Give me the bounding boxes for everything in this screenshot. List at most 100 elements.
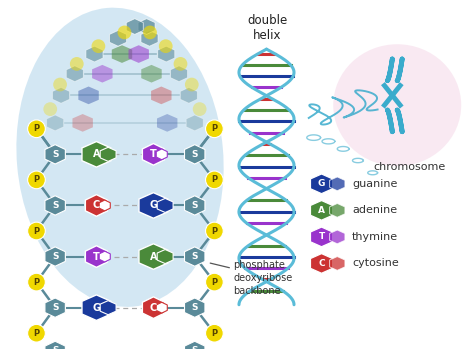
Polygon shape [142, 297, 164, 318]
Circle shape [173, 57, 187, 71]
Polygon shape [184, 247, 205, 266]
Text: S: S [52, 201, 58, 210]
Polygon shape [157, 198, 173, 213]
Polygon shape [310, 174, 333, 193]
Text: P: P [211, 278, 218, 286]
Polygon shape [139, 244, 168, 269]
Circle shape [27, 171, 46, 189]
Polygon shape [186, 115, 203, 131]
Polygon shape [157, 250, 173, 264]
Text: S: S [191, 346, 198, 355]
Text: P: P [211, 124, 218, 133]
Circle shape [27, 324, 46, 342]
Text: cytosine: cytosine [352, 258, 399, 268]
Text: S: S [191, 201, 198, 210]
Polygon shape [142, 143, 164, 165]
Polygon shape [141, 65, 162, 83]
Text: thymine: thymine [352, 232, 398, 242]
Text: adenine: adenine [352, 205, 397, 215]
Circle shape [159, 39, 173, 53]
Text: P: P [33, 124, 39, 133]
Polygon shape [92, 65, 112, 83]
Polygon shape [310, 227, 333, 247]
Circle shape [206, 324, 223, 342]
Circle shape [206, 120, 223, 138]
Polygon shape [329, 203, 345, 217]
Polygon shape [112, 45, 132, 63]
Polygon shape [45, 341, 65, 355]
Text: guanine: guanine [352, 179, 397, 189]
Polygon shape [171, 66, 188, 82]
Text: S: S [191, 303, 198, 312]
Polygon shape [46, 115, 64, 131]
Polygon shape [329, 230, 345, 244]
Polygon shape [158, 46, 175, 62]
Circle shape [27, 222, 46, 240]
Text: A: A [318, 206, 325, 215]
Polygon shape [45, 196, 65, 215]
Polygon shape [82, 142, 111, 167]
Text: G: G [149, 201, 157, 211]
Circle shape [27, 273, 46, 291]
Text: phosphate
deoxyribose
backbone: phosphate deoxyribose backbone [233, 260, 292, 296]
Circle shape [206, 171, 223, 189]
Circle shape [53, 78, 67, 92]
Circle shape [206, 222, 223, 240]
Circle shape [193, 102, 207, 116]
Text: P: P [33, 226, 39, 235]
Polygon shape [109, 31, 127, 46]
Text: G: G [318, 179, 325, 188]
Text: P: P [33, 329, 39, 338]
Polygon shape [126, 19, 143, 34]
Polygon shape [141, 31, 158, 46]
Circle shape [206, 273, 223, 291]
Polygon shape [53, 87, 70, 103]
Polygon shape [45, 144, 65, 164]
Text: C: C [318, 259, 325, 268]
Text: S: S [52, 303, 58, 312]
Polygon shape [100, 147, 116, 162]
Polygon shape [310, 201, 333, 220]
Polygon shape [184, 298, 205, 317]
Text: P: P [211, 175, 218, 184]
Polygon shape [180, 87, 197, 103]
Circle shape [91, 39, 105, 53]
Text: P: P [211, 329, 218, 338]
Text: A: A [93, 149, 100, 159]
Polygon shape [128, 45, 149, 63]
Circle shape [43, 102, 57, 116]
Polygon shape [184, 144, 205, 164]
Polygon shape [184, 341, 205, 355]
Polygon shape [85, 246, 108, 267]
Polygon shape [45, 298, 65, 317]
Polygon shape [66, 66, 83, 82]
Polygon shape [310, 253, 333, 273]
Ellipse shape [333, 44, 461, 166]
Circle shape [118, 26, 131, 39]
Text: chromosome: chromosome [373, 162, 445, 172]
Polygon shape [82, 295, 111, 321]
Text: G: G [92, 303, 100, 313]
Polygon shape [139, 193, 168, 218]
Text: A: A [150, 252, 157, 262]
Polygon shape [86, 46, 103, 62]
Text: T: T [319, 233, 325, 241]
Polygon shape [100, 301, 116, 315]
Text: P: P [211, 226, 218, 235]
Polygon shape [156, 149, 167, 160]
Polygon shape [73, 114, 93, 132]
Text: T: T [93, 252, 100, 262]
Text: P: P [33, 175, 39, 184]
Text: C: C [150, 303, 157, 313]
Polygon shape [99, 200, 110, 211]
Text: S: S [191, 150, 198, 159]
Polygon shape [151, 87, 172, 104]
Text: P: P [33, 278, 39, 286]
Polygon shape [329, 257, 345, 270]
Polygon shape [157, 114, 177, 132]
Text: S: S [52, 252, 58, 261]
Text: S: S [52, 346, 58, 355]
Polygon shape [85, 195, 108, 216]
Text: T: T [150, 149, 157, 159]
Text: S: S [191, 252, 198, 261]
